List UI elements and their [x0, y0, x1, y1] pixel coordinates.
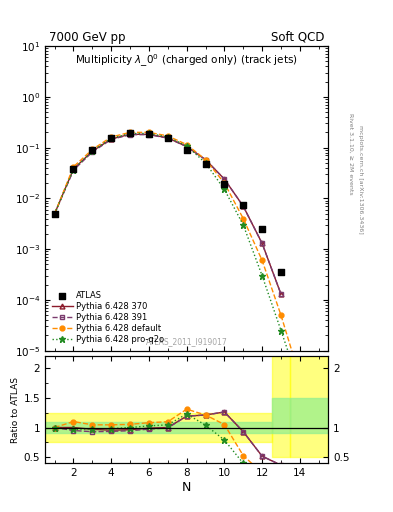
Pythia 6.428 370	[165, 135, 170, 141]
ATLAS	[89, 146, 95, 155]
Pythia 6.428 391	[184, 143, 189, 150]
X-axis label: N: N	[182, 481, 191, 494]
Pythia 6.428 pro-q2o	[260, 273, 264, 279]
Pythia 6.428 pro-q2o	[52, 210, 57, 217]
Pythia 6.428 391	[165, 135, 170, 141]
Pythia 6.428 370	[260, 240, 264, 246]
ATLAS	[184, 146, 190, 155]
Pythia 6.428 default	[109, 134, 114, 140]
Pythia 6.428 default	[241, 216, 246, 222]
Pythia 6.428 pro-q2o	[279, 328, 283, 334]
Pythia 6.428 pro-q2o	[147, 131, 151, 137]
Pythia 6.428 391	[222, 176, 227, 182]
ATLAS	[127, 130, 133, 138]
ATLAS	[278, 268, 284, 276]
Pythia 6.428 391	[52, 210, 57, 217]
Pythia 6.428 default	[71, 164, 76, 170]
Legend: ATLAS, Pythia 6.428 370, Pythia 6.428 391, Pythia 6.428 default, Pythia 6.428 pr: ATLAS, Pythia 6.428 370, Pythia 6.428 39…	[50, 288, 167, 347]
Pythia 6.428 370	[147, 131, 151, 137]
Line: Pythia 6.428 391: Pythia 6.428 391	[52, 132, 283, 296]
Text: Rivet 3.1.10, ≥ 2M events: Rivet 3.1.10, ≥ 2M events	[348, 113, 353, 195]
Y-axis label: Ratio to ATLAS: Ratio to ATLAS	[11, 377, 20, 442]
ATLAS	[259, 225, 265, 233]
Pythia 6.428 370	[203, 157, 208, 163]
Pythia 6.428 370	[109, 136, 114, 142]
Pythia 6.428 pro-q2o	[241, 222, 246, 228]
Text: Multiplicity $\lambda\_0^0$ (charged only) (track jets): Multiplicity $\lambda\_0^0$ (charged onl…	[75, 52, 298, 69]
Pythia 6.428 pro-q2o	[71, 166, 76, 173]
Pythia 6.428 default	[279, 312, 283, 318]
ATLAS	[108, 134, 114, 142]
ATLAS	[240, 201, 246, 209]
Pythia 6.428 391	[128, 132, 132, 138]
Pythia 6.428 default	[260, 258, 264, 264]
Pythia 6.428 391	[109, 136, 114, 142]
Pythia 6.428 default	[90, 146, 95, 153]
Pythia 6.428 370	[184, 143, 189, 150]
Pythia 6.428 default	[222, 180, 227, 186]
Text: 7000 GeV pp: 7000 GeV pp	[49, 31, 126, 44]
Pythia 6.428 391	[71, 167, 76, 173]
Pythia 6.428 370	[90, 148, 95, 154]
ATLAS	[70, 165, 77, 173]
Line: Pythia 6.428 pro-q2o: Pythia 6.428 pro-q2o	[51, 131, 303, 389]
Pythia 6.428 pro-q2o	[90, 148, 95, 154]
Text: mcplots.cern.ch [arXiv:1306.3436]: mcplots.cern.ch [arXiv:1306.3436]	[358, 125, 363, 233]
Text: Soft QCD: Soft QCD	[271, 31, 324, 44]
Pythia 6.428 370	[128, 131, 132, 137]
ATLAS	[146, 130, 152, 138]
Line: Pythia 6.428 default: Pythia 6.428 default	[52, 130, 302, 380]
Pythia 6.428 391	[241, 203, 246, 209]
Pythia 6.428 391	[279, 291, 283, 297]
Pythia 6.428 default	[128, 129, 132, 135]
Pythia 6.428 370	[241, 203, 246, 209]
Pythia 6.428 default	[184, 141, 189, 147]
Pythia 6.428 default	[52, 210, 57, 217]
Pythia 6.428 pro-q2o	[128, 131, 132, 137]
Pythia 6.428 pro-q2o	[222, 186, 227, 193]
Pythia 6.428 pro-q2o	[109, 135, 114, 141]
ATLAS	[51, 209, 58, 218]
Pythia 6.428 default	[298, 374, 302, 380]
Pythia 6.428 pro-q2o	[165, 134, 170, 140]
Pythia 6.428 391	[203, 157, 208, 163]
ATLAS	[202, 160, 209, 168]
Pythia 6.428 391	[90, 149, 95, 155]
Pythia 6.428 pro-q2o	[298, 383, 302, 389]
Pythia 6.428 default	[165, 133, 170, 139]
Pythia 6.428 391	[260, 240, 264, 246]
Pythia 6.428 pro-q2o	[203, 160, 208, 166]
Pythia 6.428 default	[147, 129, 151, 135]
ATLAS	[221, 180, 228, 188]
Pythia 6.428 391	[147, 132, 151, 138]
Line: Pythia 6.428 370: Pythia 6.428 370	[52, 132, 283, 296]
Pythia 6.428 370	[52, 210, 57, 217]
ATLAS	[165, 134, 171, 142]
Pythia 6.428 pro-q2o	[184, 143, 189, 149]
Pythia 6.428 default	[203, 157, 208, 163]
Pythia 6.428 370	[222, 176, 227, 182]
Pythia 6.428 370	[279, 291, 283, 297]
Text: ATLAS_2011_I919017: ATLAS_2011_I919017	[146, 337, 228, 346]
Pythia 6.428 370	[71, 166, 76, 172]
